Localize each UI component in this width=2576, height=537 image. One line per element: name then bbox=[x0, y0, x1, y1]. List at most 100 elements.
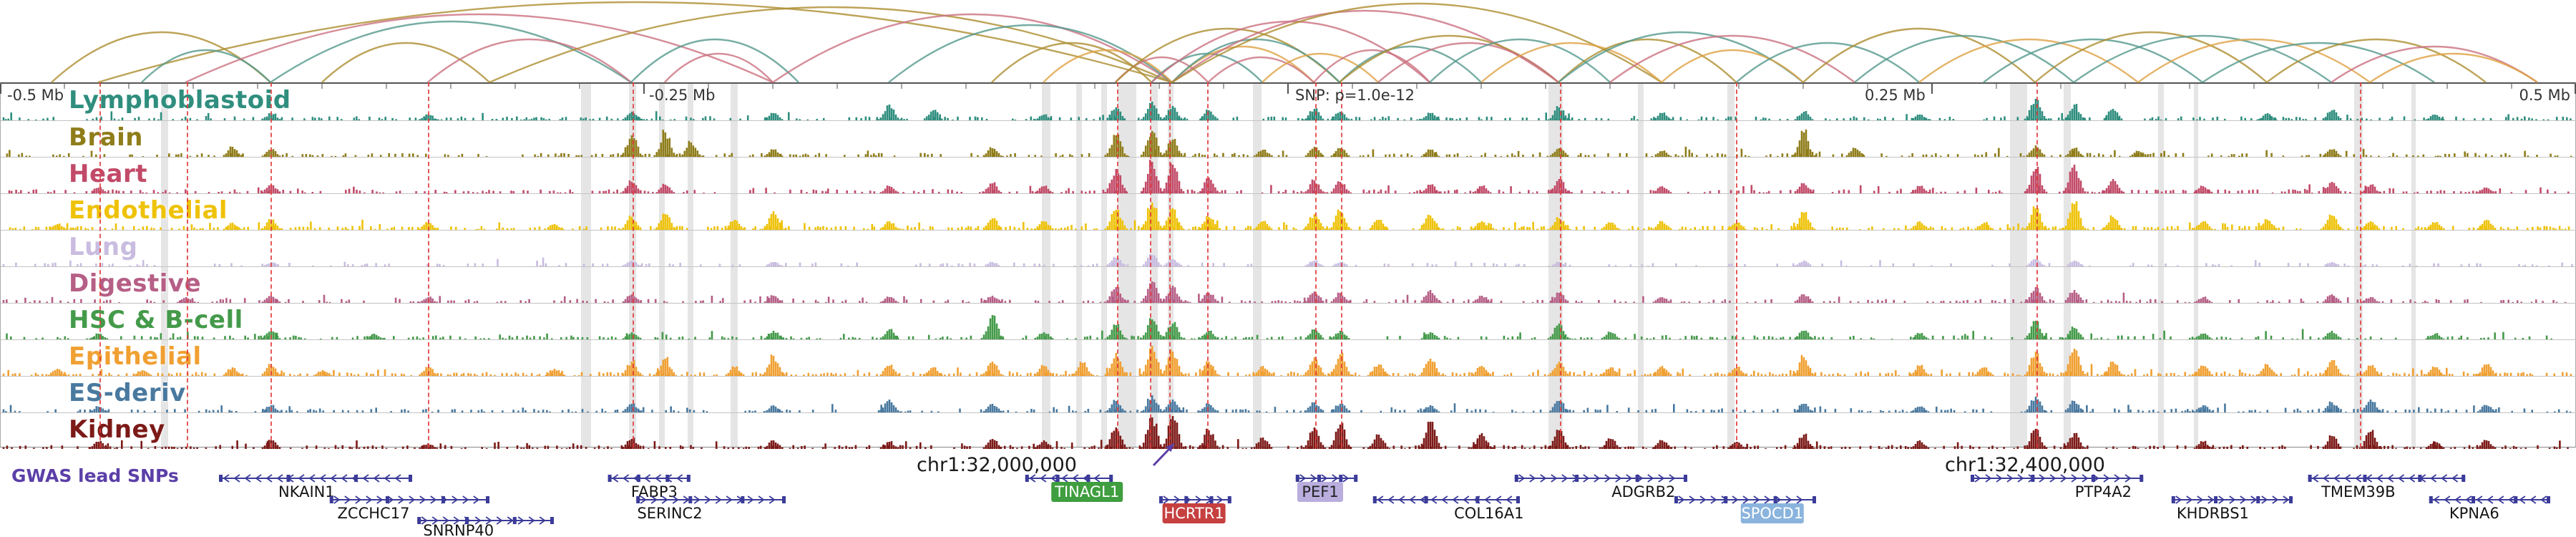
highlight-band bbox=[1548, 82, 1563, 448]
track-row-digestive: Digestive bbox=[1, 266, 2576, 303]
track-signal bbox=[9, 201, 2570, 230]
interaction-arc bbox=[1558, 38, 1737, 83]
interaction-arc bbox=[1609, 34, 1855, 83]
interaction-arc bbox=[426, 38, 632, 83]
highlight-band bbox=[1101, 82, 1107, 448]
highlight-band bbox=[2009, 82, 2027, 448]
interaction-arc bbox=[1802, 27, 2036, 83]
interaction-arc bbox=[2137, 38, 2371, 83]
interaction-arc bbox=[270, 20, 632, 83]
interaction-arc bbox=[2266, 38, 2487, 83]
track-signal bbox=[6, 315, 2552, 339]
interaction-arc bbox=[97, 1, 1173, 84]
gene-col16a1: COL16A1 bbox=[1372, 495, 1523, 522]
track-label-heart: Heart bbox=[69, 160, 147, 188]
highlight-band bbox=[731, 82, 738, 448]
highlight-band bbox=[659, 82, 665, 448]
gene-label-tinagl1[interactable]: TINAGL1 bbox=[1054, 483, 1119, 500]
interaction-arc bbox=[1377, 42, 1559, 83]
track-label-epithelial: Epithelial bbox=[69, 342, 202, 371]
track-label-lung: Lung bbox=[69, 233, 138, 261]
gene-tmem39b: TMEM39B bbox=[2308, 474, 2466, 500]
coordinate-label-right: chr1:32,400,000 bbox=[1945, 454, 2105, 476]
interaction-arc bbox=[1480, 42, 1662, 83]
interaction-arc bbox=[1735, 42, 1920, 83]
gene-label-serinc2[interactable]: SERINC2 bbox=[637, 505, 702, 522]
interaction-arc bbox=[2202, 42, 2435, 83]
gene-label-spocd1[interactable]: SPOCD1 bbox=[1741, 505, 1803, 522]
highlight-band bbox=[1076, 82, 1083, 448]
gwas-lead-snps-label: GWAS lead SNPs bbox=[11, 465, 179, 486]
interaction-arc bbox=[1171, 2, 1662, 84]
interaction-arc bbox=[51, 31, 271, 83]
gene-fabp3: FABP3 bbox=[608, 474, 691, 500]
highlight-band bbox=[2158, 82, 2165, 448]
gene-nkain1: NKAIN1 bbox=[219, 474, 412, 500]
interaction-arc bbox=[489, 6, 1173, 84]
track-signal bbox=[2, 395, 2572, 412]
interaction-arc bbox=[663, 52, 774, 83]
interaction-arc bbox=[141, 49, 271, 83]
track-row-lymphoblastoid: Lymphoblastoid bbox=[1, 84, 2576, 120]
interaction-arc bbox=[185, 13, 774, 84]
gene-tinagl1: TINAGL1 bbox=[1025, 474, 1123, 502]
gene-label-nkain1[interactable]: NKAIN1 bbox=[278, 483, 335, 500]
track-signal bbox=[2, 281, 2567, 303]
coordinate-label-left: chr1:32,000,000 bbox=[917, 454, 1077, 476]
gene-label-pef1[interactable]: PEF1 bbox=[1302, 483, 1338, 500]
track-row-brain: Brain bbox=[1, 120, 2576, 157]
track-label-digestive: Digestive bbox=[69, 269, 202, 298]
gene-label-box-spocd1[interactable] bbox=[1740, 503, 1804, 523]
track-label-lymphoblastoid: Lymphoblastoid bbox=[69, 86, 291, 115]
highlight-band bbox=[161, 82, 169, 448]
gene-label-khdrbs1[interactable]: KHDRBS1 bbox=[2177, 505, 2249, 522]
interaction-arc bbox=[2369, 52, 2538, 83]
gene-label-ptp4a2[interactable]: PTP4A2 bbox=[2075, 483, 2132, 500]
interaction-arc bbox=[1262, 52, 1379, 83]
interaction-arc bbox=[1983, 38, 2203, 83]
gene-label-tmem39b[interactable]: TMEM39B bbox=[2321, 483, 2395, 500]
track-signal bbox=[8, 160, 2570, 193]
interaction-arc bbox=[1918, 38, 2139, 83]
gene-label-fabp3[interactable]: FABP3 bbox=[631, 483, 678, 500]
gene-label-adgrb2[interactable]: ADGRB2 bbox=[1611, 483, 1675, 500]
track-row-endothelial: Endothelial bbox=[1, 193, 2576, 230]
gene-snrnp40: SNRNP40 bbox=[417, 516, 554, 537]
gene-hcrtr1: HCRTR1 bbox=[1159, 495, 1231, 523]
interaction-arc bbox=[1043, 49, 1173, 83]
track-row-hsc-b-cell: HSC & B-cell bbox=[1, 303, 2576, 339]
gene-label-col16a1[interactable]: COL16A1 bbox=[1454, 505, 1523, 522]
interaction-arc bbox=[2073, 34, 2332, 83]
track-signal bbox=[2, 99, 2572, 120]
interaction-arc bbox=[1429, 38, 1611, 83]
gene-label-box-hcrtr1[interactable] bbox=[1162, 503, 1226, 523]
interaction-arc bbox=[1151, 52, 1263, 83]
interaction-arc bbox=[1207, 56, 1314, 83]
gene-adgrb2: ADGRB2 bbox=[1514, 474, 1687, 500]
track-row-kidney: Kidney bbox=[1, 412, 2576, 449]
highlight-band bbox=[2194, 82, 2198, 448]
gene-ptp4a2: PTP4A2 bbox=[1971, 474, 2144, 500]
gene-label-zcchc17[interactable]: ZCCHC17 bbox=[338, 505, 410, 522]
interaction-arc bbox=[2034, 31, 2268, 83]
interaction-arc bbox=[1171, 38, 1340, 83]
gene-label-hcrtr1[interactable]: HCRTR1 bbox=[1163, 505, 1224, 522]
highlight-band bbox=[581, 82, 591, 448]
gene-label-snrnp40[interactable]: SNRNP40 bbox=[423, 522, 494, 537]
gene-pef1: PEF1 bbox=[1295, 474, 1358, 502]
highlight-band bbox=[2411, 82, 2416, 448]
interaction-arc bbox=[1661, 49, 1804, 83]
track-signal bbox=[6, 129, 2572, 157]
signal-tracks-layer: Lymphoblastoid Brain Heart Endothelial Lung D… bbox=[0, 82, 2576, 449]
gene-label-kpna6[interactable]: KPNA6 bbox=[2449, 505, 2499, 522]
interaction-arc bbox=[321, 42, 490, 83]
track-signal bbox=[2, 346, 2572, 376]
track-row-es-deriv: ES-deriv bbox=[1, 376, 2576, 412]
track-label-kidney: Kidney bbox=[69, 415, 165, 444]
gene-label-box-tinagl1[interactable] bbox=[1051, 482, 1123, 502]
gene-label-box-pef1[interactable] bbox=[1297, 482, 1343, 502]
track-row-lung: Lung bbox=[1, 230, 2576, 266]
highlight-band bbox=[1252, 82, 1262, 448]
